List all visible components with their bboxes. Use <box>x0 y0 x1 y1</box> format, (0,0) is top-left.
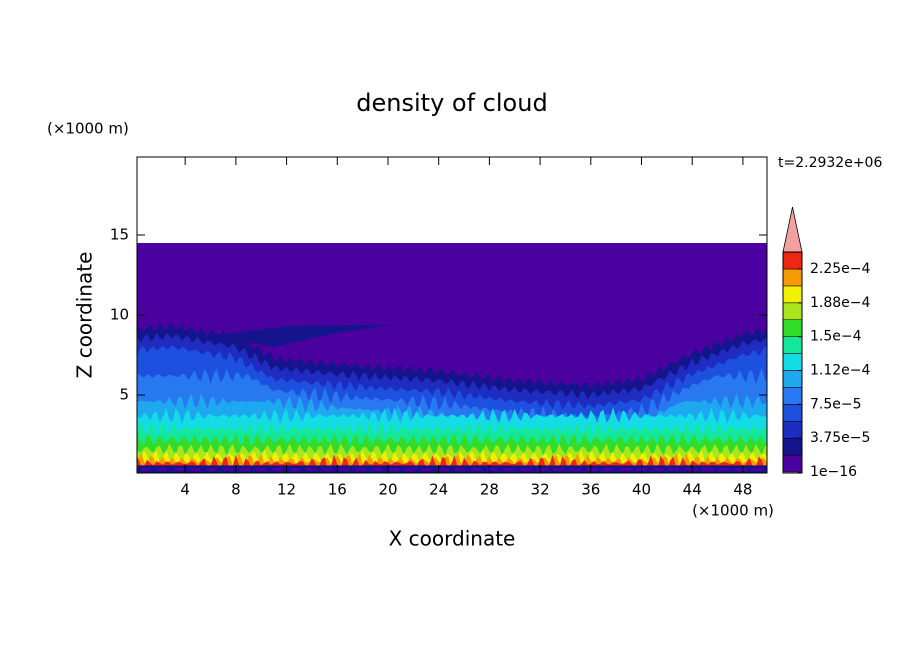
colorbar-tick-label: 2.25e−4 <box>810 261 871 277</box>
contour-region <box>256 467 267 471</box>
x-tick-label: 44 <box>683 481 702 499</box>
x-tick-label: 16 <box>328 481 347 499</box>
contour-region <box>157 467 167 471</box>
colorbar-tick-label: 1.88e−4 <box>810 295 871 311</box>
y-tick-label: 5 <box>119 386 129 404</box>
contour-region <box>437 467 449 471</box>
chart-title: density of cloud <box>356 89 547 117</box>
contour-region <box>486 467 499 471</box>
x-tick-label: 32 <box>531 481 550 499</box>
contour-region <box>585 467 598 471</box>
colorbar-band <box>782 302 803 321</box>
contour-region <box>767 468 780 471</box>
colorbar-band <box>782 353 803 371</box>
colorbar-band <box>782 268 803 287</box>
colorbar-band <box>782 454 803 473</box>
colorbar-band <box>782 437 803 456</box>
contour-region <box>651 467 665 471</box>
contour-region <box>453 467 466 471</box>
x-tick-label: 40 <box>632 481 651 499</box>
contour-region <box>190 467 201 471</box>
contour-region <box>503 467 516 471</box>
colorbar-tick-label: 3.75e−5 <box>810 430 870 446</box>
x-tick-label: 28 <box>480 481 499 499</box>
y-tick-label: 15 <box>110 226 129 244</box>
contour-region <box>552 467 565 471</box>
y-axis-label: Z coordinate <box>73 252 97 379</box>
contour-region <box>668 467 681 471</box>
contour-region <box>470 467 482 471</box>
colorbar-band <box>782 387 803 405</box>
colorbar-frame <box>782 251 803 474</box>
contour-region <box>684 467 698 471</box>
colorbar-band <box>782 285 803 304</box>
x-tick-label: 20 <box>378 481 397 499</box>
x-tick-label: 4 <box>180 481 190 499</box>
contour-region <box>272 467 283 471</box>
contour-region <box>717 467 731 471</box>
colorbar-overflow <box>782 207 803 253</box>
x-unit: (×1000 m) <box>692 502 774 520</box>
contour-region <box>223 467 234 471</box>
colorbar-tick-label: 1e−16 <box>810 464 857 480</box>
contour-region <box>387 467 399 471</box>
contour-region <box>420 467 433 471</box>
contour-region <box>322 467 333 471</box>
colorbar-tick-label: 1.12e−4 <box>810 363 871 379</box>
x-tick-label: 12 <box>277 481 296 499</box>
contour-region <box>618 467 632 471</box>
y-unit: (×1000 m) <box>47 120 129 138</box>
contour-region <box>338 467 350 471</box>
colorbar-band <box>782 251 803 270</box>
contour-region <box>289 467 300 471</box>
x-tick-label: 48 <box>733 481 752 499</box>
contour-region <box>701 467 714 471</box>
contour-region <box>206 467 217 471</box>
contour-region <box>371 467 383 471</box>
contour-region <box>137 465 767 473</box>
colorbar-tick-label: 7.5e−5 <box>810 396 862 412</box>
colorbar-band <box>782 319 803 337</box>
contour-region <box>239 467 250 471</box>
contour-region <box>210 324 395 347</box>
contour-region <box>355 467 366 471</box>
x-axis-label: X coordinate <box>389 527 516 551</box>
colorbar-band <box>782 370 803 388</box>
contour-field <box>137 243 780 473</box>
contour-region <box>750 467 764 471</box>
x-tick-label: 8 <box>231 481 241 499</box>
contour-region <box>173 467 184 471</box>
contour-region <box>569 467 582 471</box>
contour-region <box>305 467 317 471</box>
contour-region <box>536 467 549 471</box>
y-tick-label: 10 <box>110 306 129 324</box>
x-tick-label: 36 <box>581 481 600 499</box>
contour-region <box>404 467 416 471</box>
contour-region <box>137 454 767 472</box>
contour-region <box>734 467 748 471</box>
contour-region <box>602 467 615 471</box>
colorbar-tick-label: 1.5e−4 <box>810 329 862 345</box>
colorbar-band <box>782 421 803 439</box>
contour-region <box>140 467 151 471</box>
colorbar-band <box>782 336 803 354</box>
contour-region <box>519 467 532 471</box>
x-tick-label: 24 <box>429 481 448 499</box>
colorbar-band <box>782 404 803 422</box>
time-annotation: t=2.2932e+06 <box>778 155 882 171</box>
